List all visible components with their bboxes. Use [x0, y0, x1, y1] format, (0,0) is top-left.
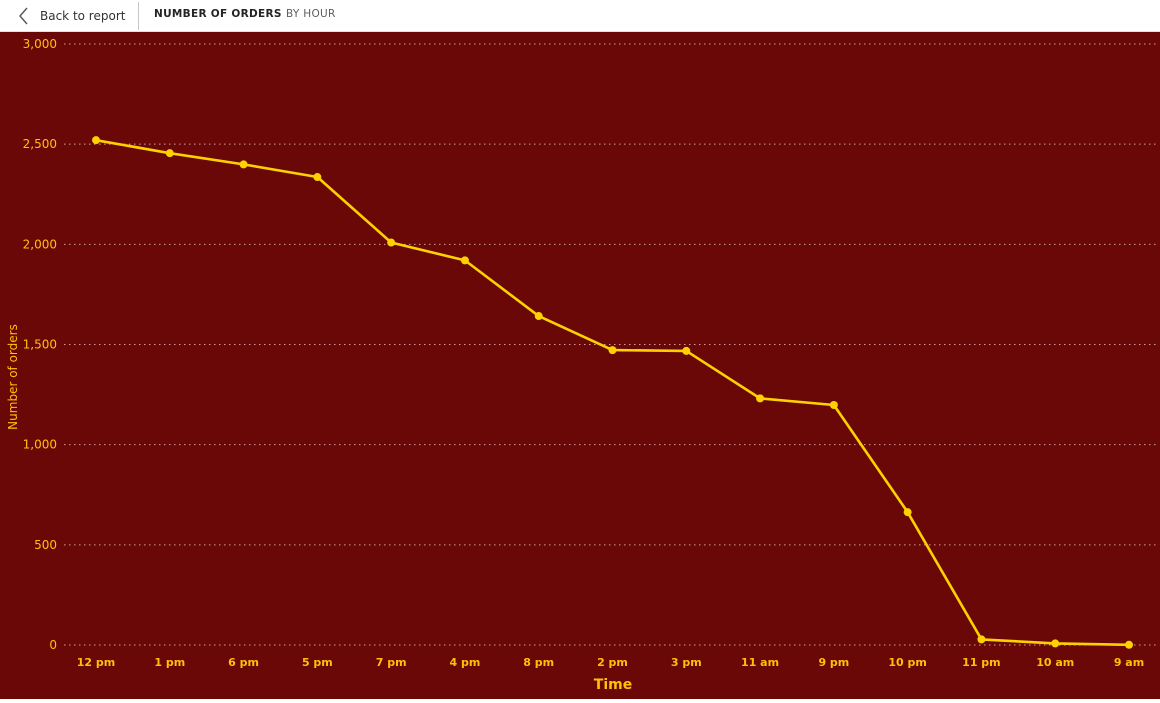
chevron-left-icon	[19, 7, 28, 24]
data-points	[92, 136, 1133, 649]
x-tick-label: 10 pm	[888, 656, 926, 669]
line-chart[interactable]: 0 500 1,000 1,500 2,000 2,500 3,000 12 pm 1 pm 6…	[0, 32, 1160, 699]
data-point[interactable]	[239, 160, 248, 169]
data-point[interactable]	[829, 401, 838, 410]
x-tick-label: 4 pm	[450, 656, 481, 669]
y-tick-label: 2,000	[23, 237, 57, 251]
x-tick-label: 6 pm	[228, 656, 259, 669]
y-tick-label: 1,000	[23, 438, 57, 452]
x-tick-label: 8 pm	[523, 656, 554, 669]
visual-subtitle: BY HOUR	[286, 8, 336, 20]
y-tick-label: 2,500	[23, 137, 57, 151]
data-point[interactable]	[534, 312, 543, 321]
x-tick-label: 2 pm	[597, 656, 628, 669]
data-point[interactable]	[903, 508, 912, 517]
data-point[interactable]	[682, 346, 691, 355]
y-axis-title: Number of orders	[6, 324, 20, 430]
x-tick-label: 12 pm	[77, 656, 115, 669]
y-tick-label: 0	[49, 638, 57, 652]
series-line	[95, 138, 1130, 647]
x-tick-label: 9 pm	[818, 656, 849, 669]
x-axis-ticks: 12 pm 1 pm 6 pm 5 pm 7 pm 4 pm 8 pm 2 pm 3 pm 11 …	[77, 656, 1144, 669]
header-divider	[138, 2, 139, 30]
chart-area: 0 500 1,000 1,500 2,000 2,500 3,000 12 pm 1 pm 6…	[0, 32, 1160, 699]
top-bar: Back to report NUMBER OF ORDERS BY HOUR	[0, 0, 1160, 32]
y-tick-label: 1,500	[23, 338, 57, 352]
y-axis-ticks: 0 500 1,000 1,500 2,000 2,500 3,000	[23, 37, 57, 652]
data-point[interactable]	[1051, 639, 1060, 648]
x-tick-label: 11 pm	[962, 656, 1000, 669]
back-to-report-button[interactable]: Back to report	[14, 0, 125, 31]
data-point[interactable]	[313, 173, 322, 182]
data-point[interactable]	[460, 256, 469, 265]
x-tick-label: 11 am	[741, 656, 779, 669]
data-point[interactable]	[1125, 640, 1133, 649]
x-tick-label: 10 am	[1036, 656, 1074, 669]
data-point[interactable]	[165, 149, 174, 158]
y-tick-label: 3,000	[23, 37, 57, 51]
x-tick-label: 1 pm	[154, 656, 185, 669]
gridlines	[64, 43, 1158, 646]
x-tick-label: 3 pm	[671, 656, 702, 669]
x-tick-label: 5 pm	[302, 656, 333, 669]
data-point[interactable]	[756, 394, 765, 403]
x-tick-label: 7 pm	[376, 656, 407, 669]
data-point[interactable]	[92, 136, 100, 145]
data-point[interactable]	[608, 346, 617, 355]
visual-title: NUMBER OF ORDERS	[154, 8, 282, 20]
y-tick-label: 500	[34, 538, 57, 552]
x-axis-title: Time	[594, 677, 632, 693]
data-point[interactable]	[977, 635, 986, 644]
x-tick-label: 9 am	[1114, 656, 1144, 669]
back-label: Back to report	[40, 8, 126, 23]
data-point[interactable]	[387, 238, 396, 247]
